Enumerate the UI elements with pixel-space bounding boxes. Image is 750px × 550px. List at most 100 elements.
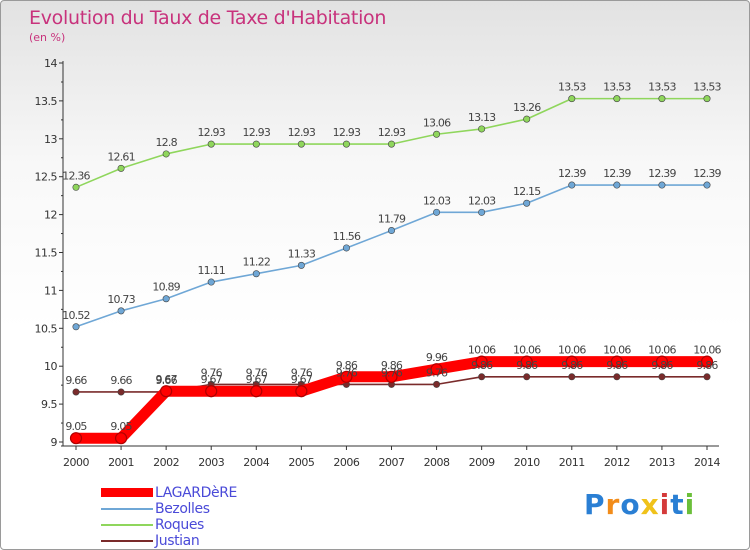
y-tick-label: 13 [44,133,57,146]
x-tick-label: 2000 [63,456,89,469]
y-tick-label: 11.5 [35,247,58,260]
legend-item-roques: Roques [101,517,341,533]
data-label: 9.76 [426,366,448,379]
data-point [433,380,441,388]
data-label: 12.93 [378,126,406,139]
data-label: 10.52 [62,309,90,322]
data-point [433,208,441,216]
data-label: 13.53 [693,81,721,94]
data-point [658,181,666,189]
data-label: 11.79 [378,213,406,226]
y-tick-label: 13.5 [35,95,58,108]
y-tick-label: 9 [51,436,58,449]
x-tick-label: 2007 [379,456,405,469]
data-label: 9.05 [65,420,87,433]
data-point [523,373,531,381]
logo-letter: t [670,488,685,521]
data-label: 11.33 [288,247,316,260]
data-point [523,199,531,207]
data-point [568,373,576,381]
data-point [162,295,170,303]
data-point [72,388,80,396]
data-point [117,307,125,315]
data-label: 11.56 [333,230,361,243]
data-point [387,227,395,235]
data-point [72,183,80,191]
chart-title: Evolution du Taux de Taxe d'Habitation [29,7,387,29]
data-point [117,164,125,172]
data-label: 9.86 [696,359,718,372]
legend-swatch-bezolles [101,508,153,510]
data-label: 9.05 [110,420,132,433]
data-point [340,370,353,383]
data-label: 12.93 [288,126,316,139]
data-label: 9.86 [651,359,673,372]
x-tick-label: 2014 [694,456,720,469]
data-label: 9.67 [201,373,223,386]
data-point [568,181,576,189]
data-label: 11.22 [243,256,271,269]
data-point [295,385,308,398]
logo-letter: o [620,488,641,521]
data-label: 10.06 [693,344,721,357]
proxiti-logo: Proxiti [584,488,695,521]
x-tick-label: 2001 [108,456,134,469]
data-label: 9.76 [201,366,223,379]
data-label: 12.61 [107,150,135,163]
data-label: 9.86 [516,359,538,372]
data-label: 12.39 [648,167,676,180]
data-label: 12.36 [62,169,90,182]
data-label: 12.93 [333,126,361,139]
legend-item-justian: Justian [101,533,341,549]
data-label: 9.86 [561,359,583,372]
data-label: 9.76 [291,366,313,379]
data-label: 10.06 [513,344,541,357]
data-point [478,125,486,133]
data-label: 9.76 [381,366,403,379]
data-point [342,244,350,252]
y-tick-label: 12.5 [35,171,58,184]
data-point [342,140,350,148]
legend-item-lagardere: LAGARDèRE [101,485,341,501]
data-label: 9.67 [155,373,177,386]
data-label: 12.15 [513,185,541,198]
data-label: 9.86 [381,359,403,372]
data-label: 9.86 [606,359,628,372]
x-tick-label: 2011 [559,456,585,469]
data-point [610,355,623,368]
data-point [297,261,305,269]
data-point [658,373,666,381]
data-point [478,208,486,216]
data-point [658,95,666,103]
data-label: 9.86 [336,359,358,372]
data-point [478,373,486,381]
data-label: 13.06 [423,116,451,129]
data-point [475,355,488,368]
logo-letter: P [584,488,606,521]
x-tick-label: 2012 [604,456,630,469]
data-point [568,95,576,103]
logo-letter: r [605,488,621,521]
legend: LAGARDèRE Bezolles Roques Justian [101,485,341,549]
data-point [160,385,173,398]
data-label: 12.03 [423,194,451,207]
legend-item-bezolles: Bezolles [101,501,341,517]
data-label: 10.89 [152,281,180,294]
legend-label-lagardere: LAGARDèRE [155,485,237,501]
data-label: 9.86 [471,359,493,372]
legend-swatch-roques [101,524,153,526]
x-tick-label: 2009 [469,456,495,469]
data-point [703,181,711,189]
data-label: 9.96 [426,351,448,364]
x-tick-label: 2013 [649,456,675,469]
data-label: 12.93 [197,126,225,139]
legend-swatch-lagardere [101,488,153,497]
data-point [700,355,714,368]
y-tick-label: 10 [44,360,57,373]
data-point [250,385,263,398]
y-tick-label: 14 [44,57,57,70]
chart-subtitle: (en %) [29,31,66,44]
y-tick-label: 10.5 [35,322,58,335]
data-label: 11.11 [197,264,225,277]
